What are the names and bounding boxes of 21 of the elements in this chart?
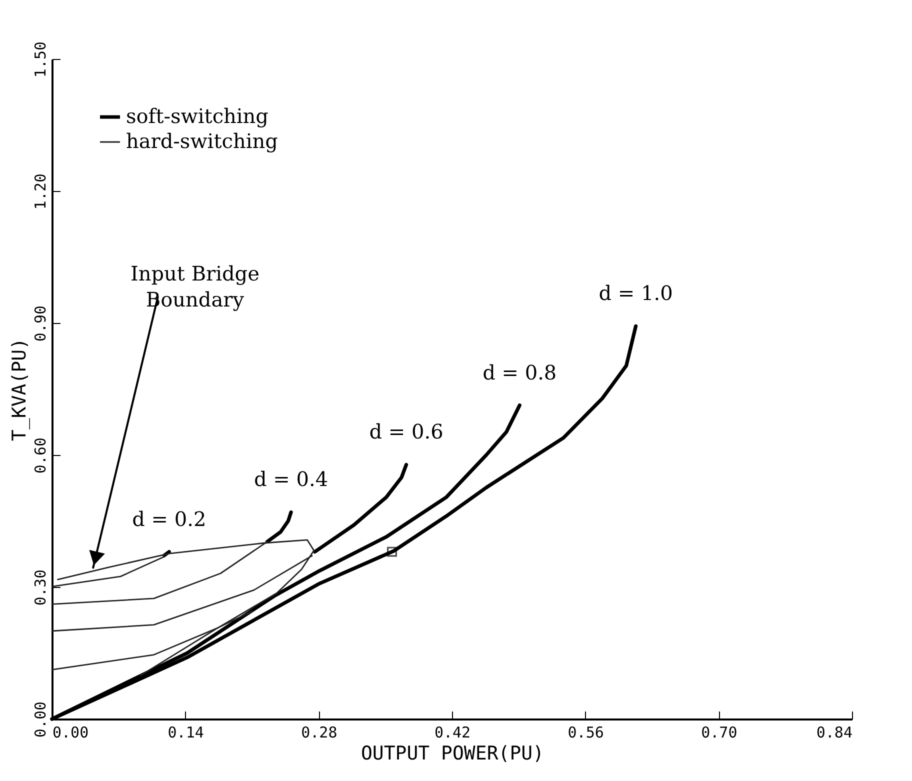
annotation: d = 0.6 (369, 420, 444, 444)
legend-label: hard-switching (126, 129, 278, 153)
x-tick-label: 0.00 (52, 724, 89, 742)
x-tick-label: 0.14 (168, 724, 204, 742)
annotation: Input Bridge Boundary (130, 262, 260, 312)
x-tick-label: 0.70 (701, 724, 738, 742)
y-tick-label: 0.90 (32, 305, 50, 342)
y-tick-label: 1.20 (32, 173, 50, 210)
annotation: d = 1.0 (598, 281, 673, 306)
x-tick-label: 0.84 (816, 724, 852, 742)
x-tick-label: 0.42 (434, 724, 471, 742)
x-axis-title: OUTPUT POWER(PU) (360, 742, 544, 764)
annotation: d = 0.8 (482, 360, 557, 384)
y-tick-label: 1.50 (32, 41, 50, 78)
x-tick-label: 0.28 (301, 724, 338, 742)
y-axis-title: T_KVA(PU) (8, 338, 30, 441)
annotation: d = 0.4 (254, 467, 328, 492)
legend-label: soft-switching (126, 104, 269, 128)
y-tick-label: 0.60 (32, 437, 50, 474)
x-tick-label: 0.56 (568, 724, 604, 742)
y-tick-label: 0.30 (32, 569, 50, 606)
